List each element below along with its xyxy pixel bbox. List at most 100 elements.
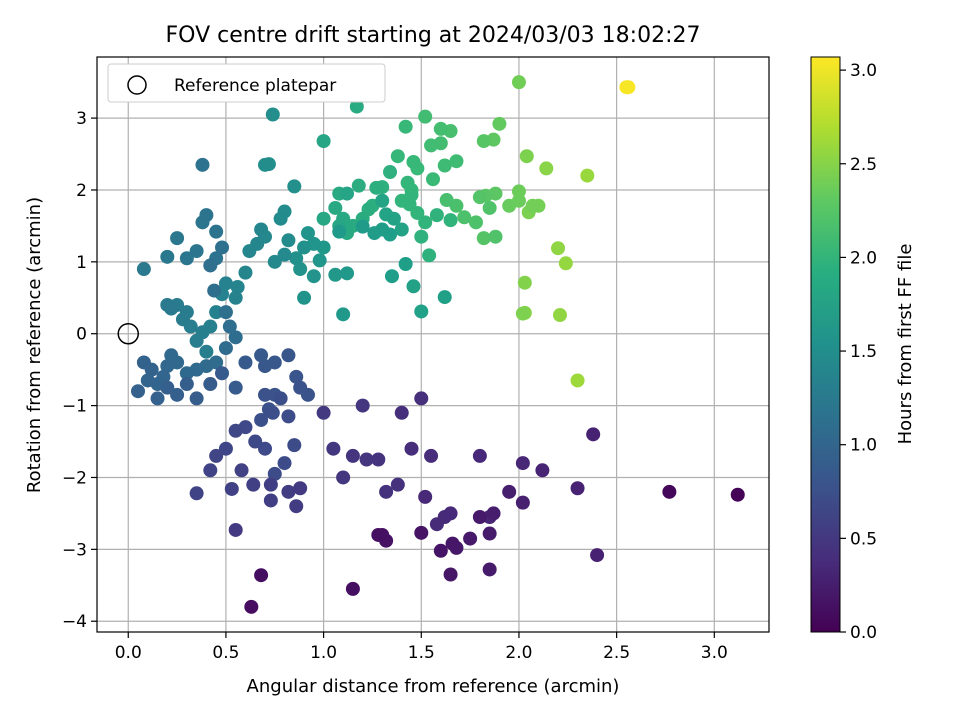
y-axis-label: Rotation from reference (arcmin) bbox=[24, 197, 45, 493]
scatter-point bbox=[570, 373, 585, 388]
scatter-point bbox=[457, 210, 472, 225]
colorbar-tick-label: 1.0 bbox=[850, 436, 877, 456]
scatter-point bbox=[379, 484, 394, 499]
scatter-point bbox=[433, 121, 448, 136]
scatter-point bbox=[289, 499, 304, 514]
scatter-point bbox=[580, 168, 595, 183]
scatter-point bbox=[209, 224, 224, 239]
scatter-point bbox=[476, 134, 491, 149]
scatter-point bbox=[439, 193, 454, 208]
scatter-point bbox=[287, 179, 302, 194]
scatter-point bbox=[406, 279, 421, 294]
scatter-point bbox=[199, 344, 214, 359]
scatter-point bbox=[433, 543, 448, 558]
scatter-point bbox=[203, 258, 218, 273]
scatter-point bbox=[488, 229, 503, 244]
scatter-point bbox=[515, 456, 530, 471]
scatter-point bbox=[263, 477, 278, 492]
scatter-point bbox=[535, 463, 550, 478]
scatter-point bbox=[429, 208, 444, 223]
scatter-point bbox=[209, 448, 224, 463]
scatter-point bbox=[189, 391, 204, 406]
x-tick-label: 0.0 bbox=[115, 643, 142, 663]
scatter-point bbox=[267, 466, 282, 481]
scatter-point bbox=[730, 487, 745, 502]
y-tick-label: −3 bbox=[62, 540, 87, 560]
scatter-point bbox=[277, 247, 292, 262]
scatter-point bbox=[355, 398, 370, 413]
x-tick-label: 2.0 bbox=[505, 643, 532, 663]
scatter-point bbox=[332, 224, 347, 239]
x-tick-label: 0.5 bbox=[212, 643, 239, 663]
scatter-point bbox=[369, 180, 384, 195]
scatter-point bbox=[326, 441, 341, 456]
scatter-point bbox=[394, 222, 409, 237]
scatter-point bbox=[386, 211, 401, 226]
scatter-point bbox=[228, 330, 243, 345]
x-tick-label: 1.5 bbox=[408, 643, 435, 663]
y-tick-label: 1 bbox=[76, 253, 87, 273]
scatter-point bbox=[306, 269, 321, 284]
scatter-point bbox=[277, 456, 292, 471]
scatter-point bbox=[189, 333, 204, 348]
scatter-point bbox=[238, 355, 253, 370]
scatter-point bbox=[230, 280, 245, 294]
x-axis-label: Angular distance from reference (arcmin) bbox=[247, 676, 620, 697]
colorbar: 0.0 0.5 1.0 1.5 2.0 2.5 3.0 Hours from first F… bbox=[810, 56, 916, 643]
scatter-point bbox=[359, 452, 374, 467]
scatter-point bbox=[150, 391, 165, 406]
scatter-point bbox=[340, 266, 355, 281]
scatter-point bbox=[160, 297, 175, 312]
x-tick-label: 3.0 bbox=[701, 643, 728, 663]
scatter-point bbox=[160, 380, 175, 395]
scatter-point bbox=[244, 599, 259, 614]
scatter-point bbox=[394, 193, 409, 208]
scatter-point bbox=[136, 262, 151, 277]
scatter-point bbox=[398, 119, 413, 134]
scatter-point bbox=[293, 262, 308, 277]
scatter-point bbox=[375, 193, 390, 208]
scatter-point bbox=[437, 158, 452, 173]
scatter-point bbox=[281, 409, 296, 424]
scatter-point bbox=[228, 522, 243, 537]
scatter-point bbox=[160, 359, 175, 374]
scatter-point bbox=[340, 186, 355, 201]
scatter-point bbox=[418, 215, 433, 230]
scatter-point bbox=[519, 149, 534, 164]
scatter-point bbox=[371, 452, 386, 467]
y-tick-label: −4 bbox=[62, 612, 87, 632]
scatter-point bbox=[472, 448, 487, 463]
scatter-point bbox=[215, 366, 230, 381]
scatter-point bbox=[443, 567, 458, 582]
scatter-point bbox=[316, 134, 331, 149]
scatter-point bbox=[300, 226, 315, 241]
colorbar-tick-label: 1.5 bbox=[850, 342, 877, 362]
scatter-point bbox=[258, 387, 272, 402]
scatter-point bbox=[424, 138, 439, 153]
y-tick-label: 2 bbox=[76, 181, 87, 201]
scatter-point bbox=[136, 355, 151, 370]
scatter-point bbox=[570, 481, 585, 496]
scatter-point bbox=[400, 175, 415, 190]
scatter-point bbox=[228, 423, 243, 438]
scatter-point bbox=[242, 244, 257, 259]
scatter-point bbox=[170, 387, 185, 402]
scatter-point bbox=[215, 240, 230, 255]
scatter-point bbox=[486, 506, 501, 521]
scatter-point bbox=[502, 198, 517, 213]
colorbar-tick-label: 2.0 bbox=[850, 248, 877, 268]
scatter-point bbox=[316, 211, 331, 226]
scatter-point bbox=[437, 290, 452, 305]
scatter-point bbox=[422, 248, 437, 263]
scatter-point bbox=[384, 269, 399, 284]
scatter-point bbox=[426, 172, 440, 187]
scatter-point bbox=[552, 308, 567, 323]
scatter-point bbox=[222, 319, 237, 334]
scatter-point bbox=[515, 495, 530, 510]
scatter-point bbox=[525, 198, 540, 213]
scatter-point bbox=[234, 463, 249, 478]
scatter-point bbox=[406, 154, 421, 169]
scatter-point bbox=[207, 283, 222, 298]
